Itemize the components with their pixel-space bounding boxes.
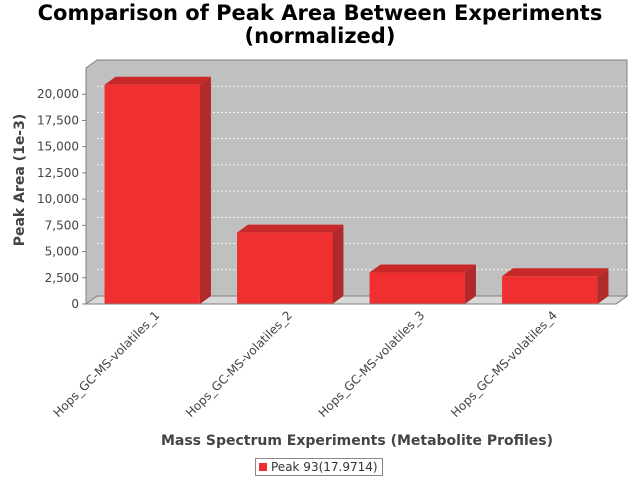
x-axis: Hops_GC-MS-volatiles_1 Hops_GC-MS-volatil… bbox=[51, 303, 616, 420]
bar-side bbox=[199, 76, 211, 304]
x-axis-title: Mass Spectrum Experiments (Metabolite Pr… bbox=[161, 433, 553, 449]
y-tick-label: 2,500 bbox=[45, 271, 79, 285]
legend-label: Peak 93(17.9714) bbox=[271, 460, 378, 474]
y-tick-label: 12,500 bbox=[37, 166, 79, 180]
y-tick-label: 5,000 bbox=[45, 245, 79, 259]
bar-top bbox=[104, 76, 211, 85]
bar bbox=[502, 268, 609, 304]
y-axis: 0 2,500 5,000 7,500 10,000 12,500 15,000 17,500… bbox=[37, 68, 87, 311]
bar-side bbox=[332, 224, 344, 304]
chart-title-line1: Comparison of Peak Area Between Experime… bbox=[37, 1, 603, 25]
bar-side bbox=[597, 268, 609, 304]
chart-title: Comparison of Peak Area Between Experime… bbox=[0, 2, 640, 48]
y-tick-label: 20,000 bbox=[37, 87, 79, 101]
x-tick-label: Hops_GC-MS-volatiles_2 bbox=[183, 308, 295, 420]
y-tick-label: 7,500 bbox=[45, 218, 79, 232]
x-tick-label: Hops_GC-MS-volatiles_3 bbox=[316, 308, 428, 420]
bar-front bbox=[502, 276, 598, 304]
legend: Peak 93(17.9714) bbox=[255, 458, 383, 476]
y-tick-label: 10,000 bbox=[37, 192, 79, 206]
chart-title-line2: (normalized) bbox=[244, 24, 396, 48]
bars bbox=[104, 76, 609, 304]
bar-top bbox=[502, 268, 609, 277]
y-tick-label: 17,500 bbox=[37, 113, 79, 127]
bar-side bbox=[464, 264, 476, 304]
y-tick-label: 0 bbox=[71, 297, 79, 311]
bar bbox=[104, 76, 211, 304]
x-tick-label: Hops_GC-MS-volatiles_1 bbox=[51, 308, 163, 420]
y-tick-label: 15,000 bbox=[37, 140, 79, 154]
bar-front bbox=[369, 272, 465, 304]
y-axis-title: Peak Area (1e-3) bbox=[12, 114, 28, 247]
bar-front bbox=[104, 84, 200, 304]
bar-top bbox=[369, 264, 476, 273]
legend-swatch bbox=[259, 463, 267, 471]
bar-front bbox=[237, 232, 333, 304]
x-tick-label: Hops_GC-MS-volatiles_4 bbox=[448, 308, 560, 420]
bar bbox=[369, 264, 476, 304]
bar-top bbox=[237, 224, 344, 233]
bar bbox=[237, 224, 344, 304]
